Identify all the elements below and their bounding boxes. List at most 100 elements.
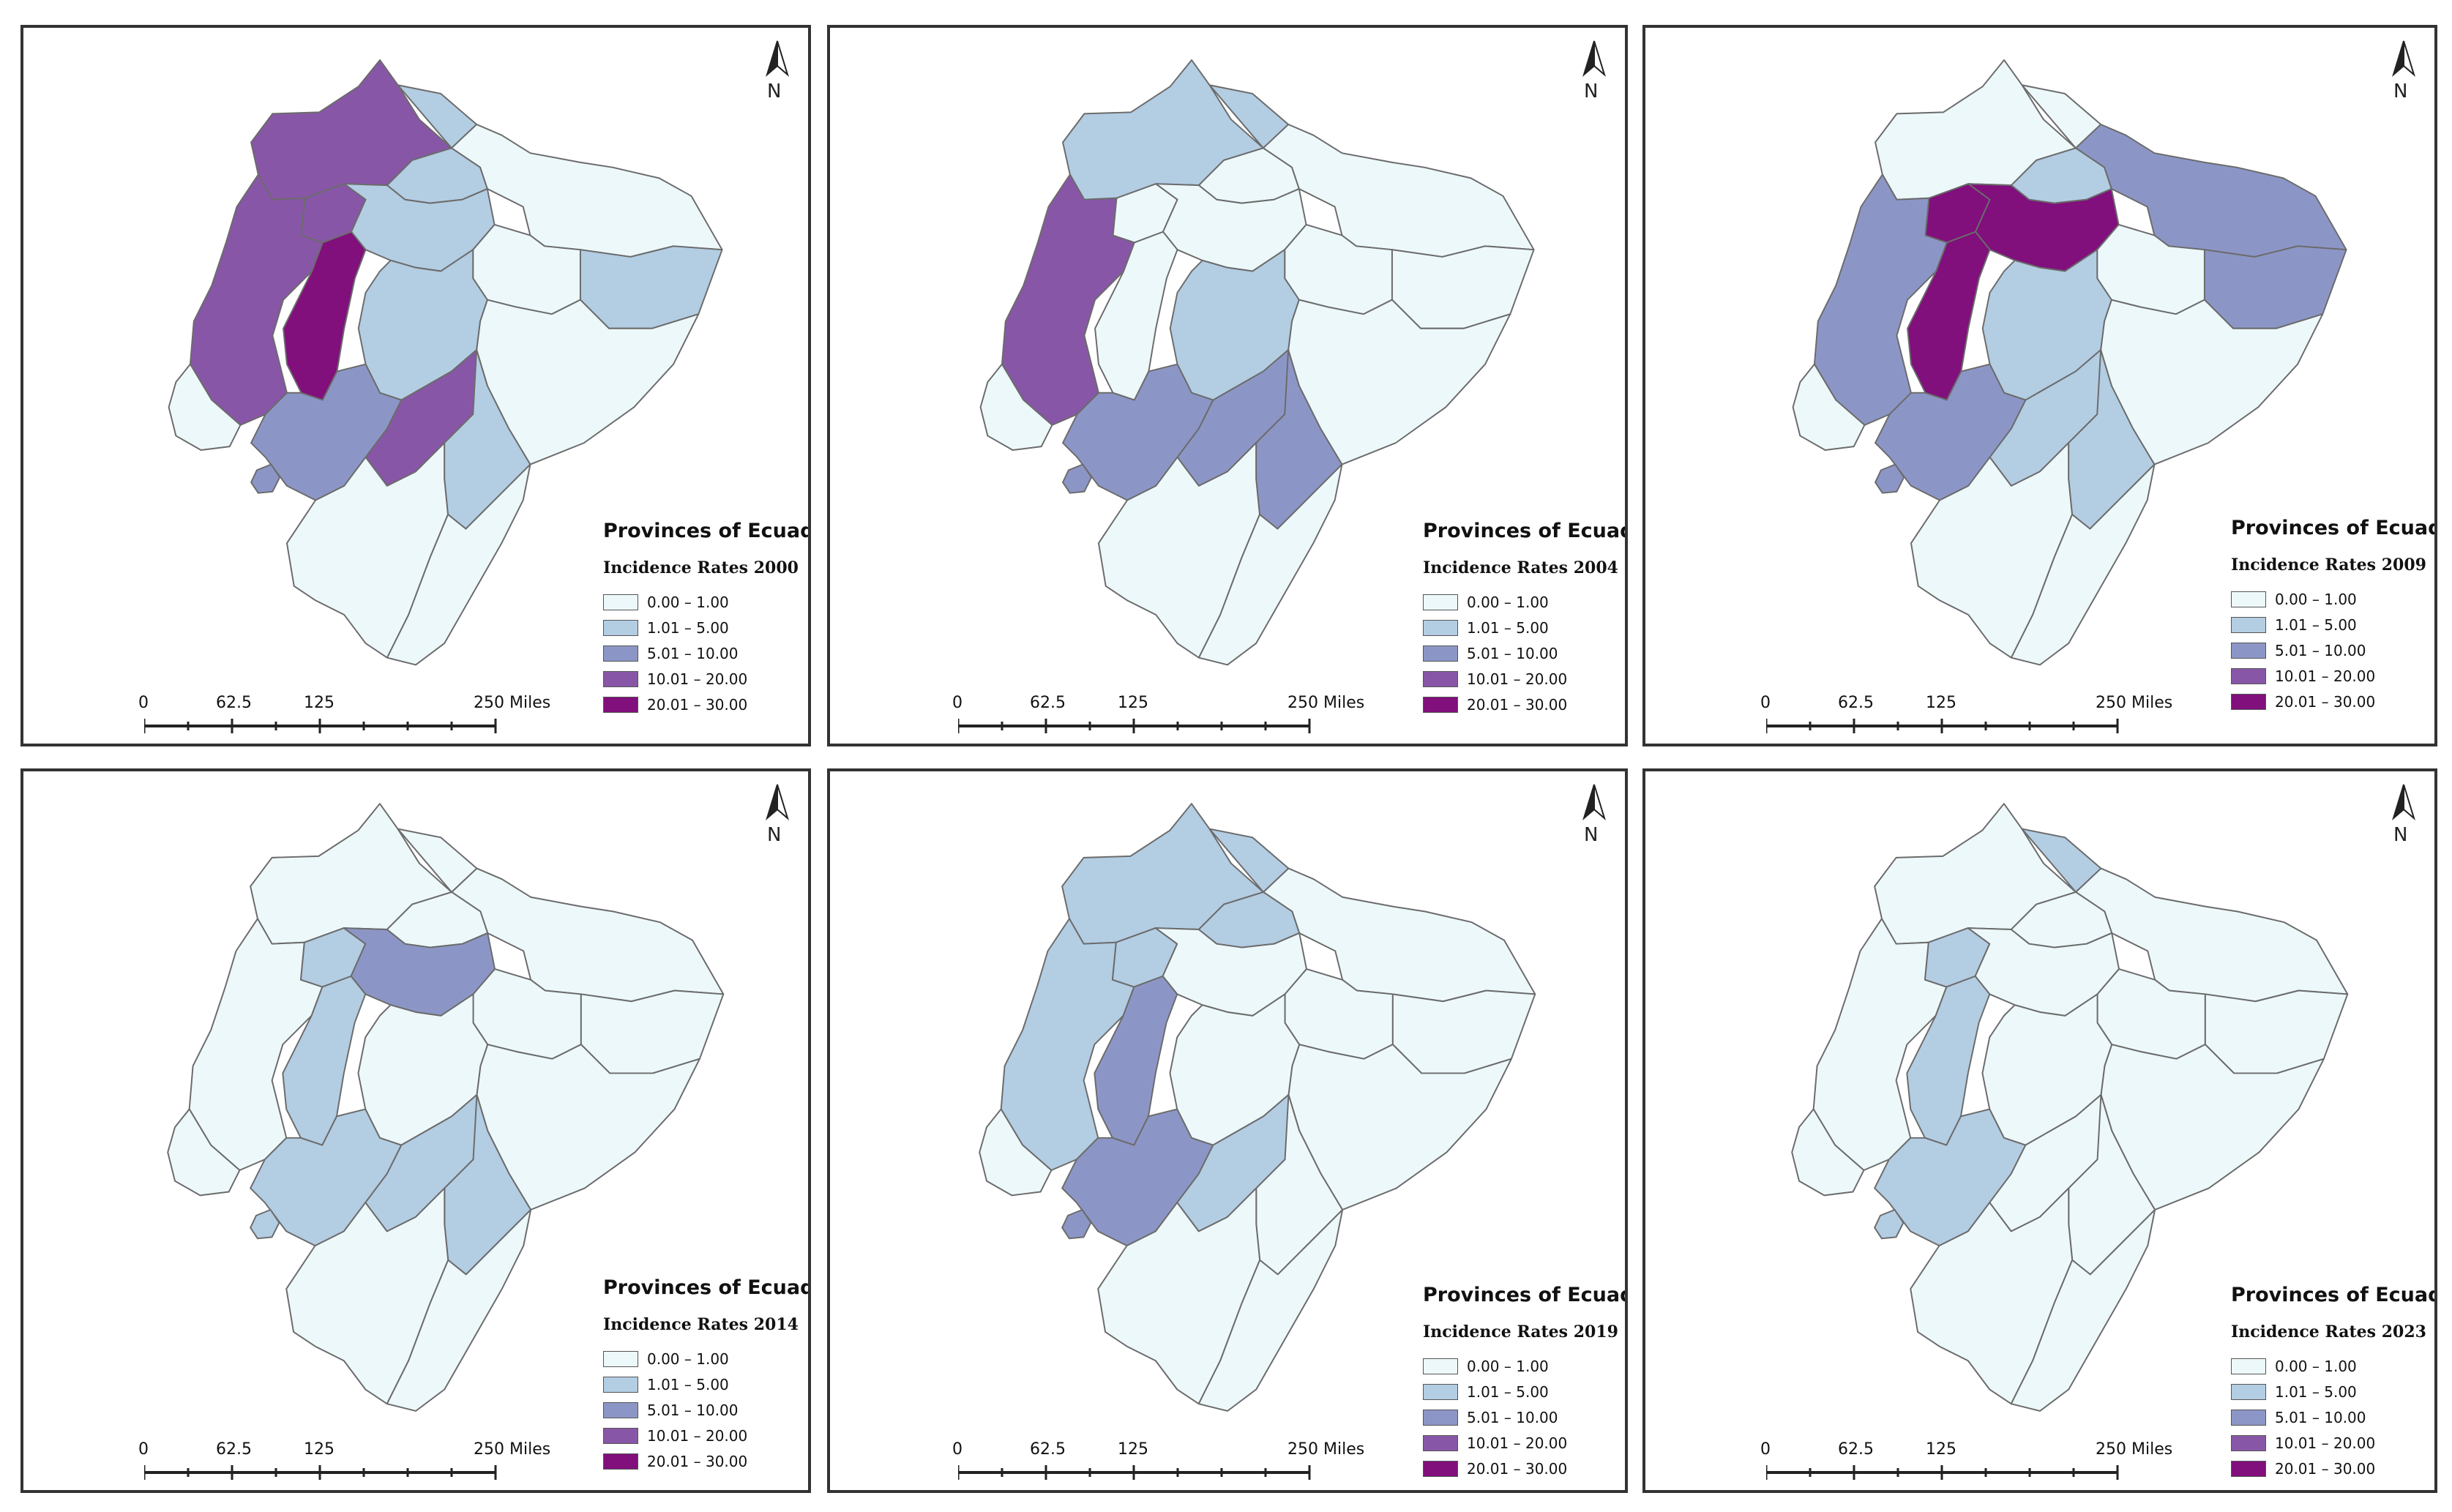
legend-subtitle: Incidence Rates 2009 [2231,555,2426,575]
scale-label: 250 Miles [2096,1440,2173,1459]
legend-label: 5.01 – 10.00 [1467,1408,1558,1426]
north-arrow-icon [1582,40,1606,77]
legend-swatch [603,696,638,713]
legend-swatch [2231,1358,2266,1374]
legend-swatch [2231,616,2266,633]
north-arrow-icon [766,40,789,77]
legend-swatch [1423,1460,1458,1477]
province-map [979,803,1536,1412]
legend-item: 0.00 – 1.00 [2231,586,2434,612]
north-label: N [2393,824,2408,846]
scale-label: 0 [138,694,149,712]
legend-item: 0.00 – 1.00 [2231,1353,2434,1379]
legend-label: 20.01 – 30.00 [647,695,748,714]
legend-label: 1.01 – 5.00 [1467,618,1549,637]
legend-item: 0.00 – 1.00 [1423,589,1625,615]
scale-label: 125 [1926,694,1956,712]
legend: Provinces of Ecuador Incidence Rates 200… [1423,520,1625,717]
legend: Provinces of Ecuador Incidence Rates 201… [1423,1284,1625,1481]
scale-bar-graphic [1765,719,2119,733]
legend-title: Provinces of Ecuador [603,1276,808,1299]
legend-label: 0.00 – 1.00 [1467,593,1549,611]
legend-swatch [603,1401,638,1418]
legend-swatch [1423,1358,1458,1374]
legend-label: 0.00 – 1.00 [2275,590,2357,608]
legend-item: 10.01 – 20.00 [2231,1430,2434,1456]
scale-label: 250 Miles [2096,694,2173,712]
scale-bar: 0 62.5 125 250 Miles [1760,1440,2172,1484]
province-orellana [580,989,725,1074]
north-arrow: N [1580,40,1609,102]
north-arrow: N [1580,783,1609,846]
legend-label: 0.00 – 1.00 [647,1350,729,1368]
province-orellana [2203,245,2347,329]
legend-label: 1.01 – 5.00 [647,1375,729,1393]
legend: Provinces of Ecuador Incidence Rates 202… [2231,1284,2434,1481]
scale-bar: 0 62.5 125 250 Miles [138,694,550,738]
island-puna [1874,463,1905,494]
scale-label: 62.5 [1838,1440,1874,1459]
north-label: N [767,81,782,102]
legend-swatch [2231,667,2266,684]
legend-swatch [2231,642,2266,659]
province-orellana [1391,989,1536,1074]
legend-item: 20.01 – 30.00 [603,692,808,717]
legend-swatch [603,1350,638,1367]
scale-label: 62.5 [216,1440,252,1459]
legend-title: Provinces of Ecuador [603,520,808,542]
scale-bar-graphic [957,1465,1311,1480]
scale-bar-graphic [1765,1465,2119,1480]
province-santa-elena [979,363,1053,451]
north-arrow: N [2389,783,2418,846]
scale-label: 62.5 [1838,694,1874,712]
scale-label: 250 Miles [474,1440,551,1459]
scale-label: 62.5 [1030,694,1066,712]
map-panel-p2019: N Provinces of Ecuador Incidence Rates 2… [827,768,1628,1493]
island-puna [250,463,281,494]
province-santa-elena [979,1108,1053,1197]
legend-item: 5.01 – 10.00 [603,1397,808,1423]
province-orellana [2204,989,2349,1074]
legend: Provinces of Ecuador Incidence Rates 201… [603,1276,808,1474]
legend-swatch [2231,591,2266,607]
scale-label: 0 [952,694,963,712]
legend-label: 10.01 – 20.00 [2275,667,2376,685]
legend-subtitle: Incidence Rates 2004 [1423,558,1618,577]
legend-label: 1.01 – 5.00 [2275,1382,2357,1401]
legend-label: 0.00 – 1.00 [1467,1357,1549,1375]
legend-label: 1.01 – 5.00 [2275,615,2357,634]
legend-title: Provinces of Ecuador [2231,517,2434,539]
legend-subtitle: Incidence Rates 2023 [2231,1322,2426,1341]
legend-subtitle: Incidence Rates 2019 [1423,1322,1618,1341]
map-panel-p2023: N Provinces of Ecuador Incidence Rates 2… [1642,768,2437,1493]
scale-label: 250 Miles [1287,1440,1365,1459]
legend-item: 1.01 – 5.00 [603,1371,808,1397]
north-arrow: N [763,40,792,102]
legend-item: 10.01 – 20.00 [1423,1430,1625,1456]
province-santa-elena [168,363,242,451]
scale-label: 125 [1926,1440,1956,1459]
legend-item: 0.00 – 1.00 [1423,1353,1625,1379]
legend-subtitle: Incidence Rates 2000 [603,558,799,577]
province-zamora-chinchipe [386,1209,532,1412]
legend-label: 20.01 – 30.00 [1467,1459,1568,1478]
north-arrow-icon [2392,784,2415,820]
province-orellana [1391,245,1535,329]
legend-item: 5.01 – 10.00 [2231,1404,2434,1430]
legend-item: 5.01 – 10.00 [603,640,808,666]
legend-swatch [1423,645,1458,662]
province-map [979,59,1535,666]
legend-item: 10.01 – 20.00 [2231,663,2434,689]
scale-label: 125 [1118,1440,1148,1459]
province-santa-elena [1791,1108,1865,1197]
legend-swatch [603,645,638,662]
legend-label: 1.01 – 5.00 [647,618,729,637]
north-label: N [1584,824,1599,846]
legend-item: 0.00 – 1.00 [603,589,808,615]
legend-item: 20.01 – 30.00 [2231,1456,2434,1481]
legend-label: 1.01 – 5.00 [1467,1382,1549,1401]
legend-label: 20.01 – 30.00 [647,1452,748,1470]
legend-swatch [2231,693,2266,710]
legend-item: 10.01 – 20.00 [603,666,808,692]
